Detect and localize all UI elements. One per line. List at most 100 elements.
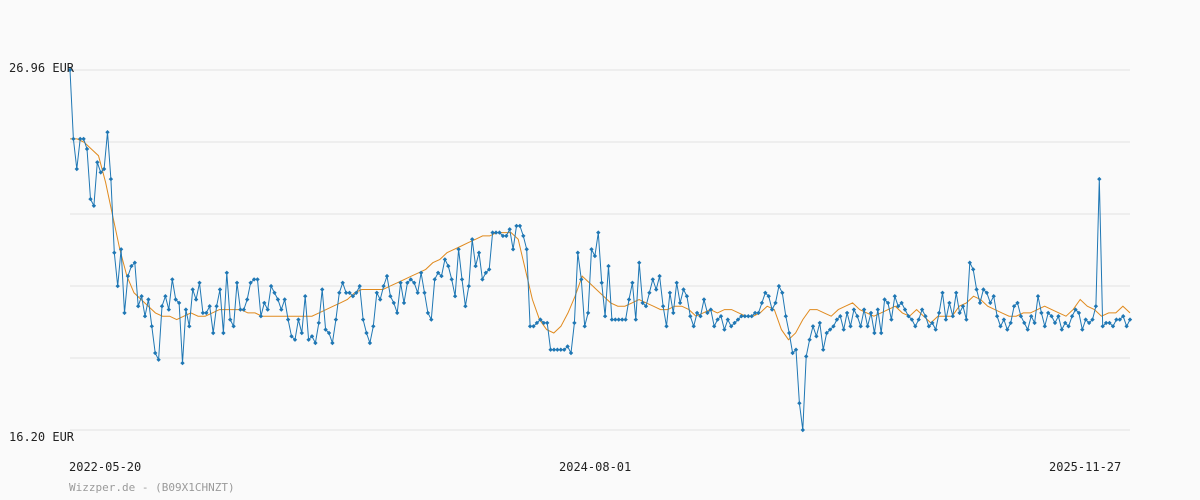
price-point xyxy=(797,401,802,406)
price-point xyxy=(558,347,563,352)
price-point xyxy=(446,263,451,269)
price-point xyxy=(422,290,427,295)
price-point xyxy=(984,290,989,295)
price-point xyxy=(429,317,434,322)
price-point xyxy=(125,273,131,279)
price-point xyxy=(824,330,829,336)
price-point xyxy=(1069,314,1075,319)
price-point xyxy=(701,297,707,302)
price-point xyxy=(694,310,700,316)
price-point xyxy=(1110,324,1116,329)
price-point xyxy=(473,263,478,269)
price-point xyxy=(214,304,219,309)
price-point xyxy=(609,317,615,322)
price-point xyxy=(725,317,730,322)
price-point xyxy=(299,330,304,336)
price-point xyxy=(238,307,243,312)
price-point xyxy=(435,270,441,275)
price-point xyxy=(408,277,413,282)
price-point xyxy=(1076,310,1082,316)
price-point xyxy=(510,247,516,252)
price-point xyxy=(449,277,454,282)
price-point xyxy=(418,270,424,275)
price-point xyxy=(183,307,189,312)
price-point xyxy=(139,294,144,299)
price-point xyxy=(1001,317,1007,322)
price-point xyxy=(521,233,526,239)
price-point xyxy=(211,330,216,336)
price-point xyxy=(879,330,884,336)
price-point xyxy=(940,290,945,295)
price-point xyxy=(896,304,901,309)
price-point xyxy=(844,310,850,316)
price-point xyxy=(885,300,891,306)
price-point xyxy=(855,314,860,319)
price-point xyxy=(303,294,308,299)
price-point xyxy=(790,350,795,356)
price-point xyxy=(207,304,212,309)
price-point xyxy=(838,314,843,319)
price-point xyxy=(1008,320,1013,326)
price-point xyxy=(234,280,240,285)
price-point xyxy=(480,277,485,282)
price-point xyxy=(708,307,713,312)
price-point xyxy=(412,280,417,285)
price-point xyxy=(988,300,993,306)
price-point xyxy=(1005,327,1010,332)
price-point xyxy=(262,300,267,306)
price-point xyxy=(136,304,141,309)
price-point xyxy=(81,136,86,142)
price-point xyxy=(507,227,512,232)
grid-lines xyxy=(70,69,1130,431)
price-point xyxy=(146,297,151,302)
price-point xyxy=(1107,320,1112,326)
price-point xyxy=(180,360,185,366)
price-point xyxy=(500,233,506,239)
price-point xyxy=(585,310,591,316)
price-point xyxy=(977,300,983,306)
price-point xyxy=(1035,294,1041,299)
price-point xyxy=(712,324,717,329)
price-point xyxy=(732,320,737,326)
y-min-label: 16.20 EUR xyxy=(9,430,75,444)
price-point xyxy=(401,300,407,306)
price-point xyxy=(1080,327,1085,332)
price-point xyxy=(752,310,758,316)
price-point xyxy=(326,330,332,336)
price-point xyxy=(889,317,894,322)
price-point xyxy=(320,287,325,292)
price-point xyxy=(817,320,822,326)
price-point xyxy=(316,320,321,326)
price-point xyxy=(463,304,468,309)
price-point xyxy=(861,307,867,312)
price-point xyxy=(1097,176,1102,182)
price-point xyxy=(691,324,696,329)
price-point xyxy=(337,290,342,295)
price-point xyxy=(722,327,727,332)
price-point xyxy=(354,290,359,295)
price-point xyxy=(807,337,812,342)
price-point xyxy=(613,317,618,322)
price-point xyxy=(381,283,386,289)
price-point xyxy=(572,320,577,326)
price-point xyxy=(333,317,339,322)
price-point xyxy=(902,307,908,312)
price-point xyxy=(657,273,662,279)
price-point xyxy=(514,223,519,229)
price-point xyxy=(936,310,942,316)
price-point xyxy=(476,250,482,255)
price-point xyxy=(688,314,693,319)
price-point xyxy=(391,300,396,306)
price-point xyxy=(698,314,703,319)
price-point xyxy=(831,324,836,329)
price-point xyxy=(1063,320,1068,326)
price-point xyxy=(347,290,352,295)
price-points xyxy=(67,67,1133,433)
price-point xyxy=(493,230,499,235)
price-point xyxy=(926,324,932,329)
price-point xyxy=(221,330,226,336)
price-point xyxy=(371,324,376,329)
price-point xyxy=(217,287,223,292)
price-point xyxy=(630,280,635,285)
price-point xyxy=(197,280,202,285)
